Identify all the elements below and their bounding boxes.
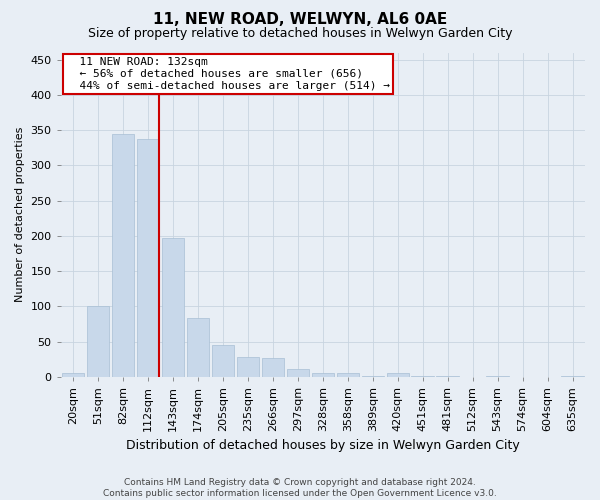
Text: Contains HM Land Registry data © Crown copyright and database right 2024.
Contai: Contains HM Land Registry data © Crown c…	[103, 478, 497, 498]
Text: Size of property relative to detached houses in Welwyn Garden City: Size of property relative to detached ho…	[88, 28, 512, 40]
Bar	[311, 373, 334, 377]
Bar	[412, 376, 434, 377]
Bar	[187, 318, 209, 377]
Bar	[436, 376, 459, 377]
Bar	[561, 376, 584, 377]
Bar	[262, 358, 284, 377]
Bar	[287, 370, 309, 377]
Bar	[337, 374, 359, 377]
Bar	[87, 306, 109, 377]
Bar	[212, 344, 234, 377]
Text: 11 NEW ROAD: 132sqm
  ← 56% of detached houses are smaller (656)
  44% of semi-d: 11 NEW ROAD: 132sqm ← 56% of detached ho…	[66, 58, 390, 90]
Bar	[162, 238, 184, 377]
Text: 11, NEW ROAD, WELWYN, AL6 0AE: 11, NEW ROAD, WELWYN, AL6 0AE	[153, 12, 447, 28]
Bar	[137, 138, 160, 377]
X-axis label: Distribution of detached houses by size in Welwyn Garden City: Distribution of detached houses by size …	[126, 440, 520, 452]
Bar	[487, 376, 509, 377]
Bar	[62, 374, 85, 377]
Bar	[112, 134, 134, 377]
Bar	[362, 376, 384, 377]
Bar	[237, 358, 259, 377]
Bar	[386, 374, 409, 377]
Y-axis label: Number of detached properties: Number of detached properties	[15, 127, 25, 302]
